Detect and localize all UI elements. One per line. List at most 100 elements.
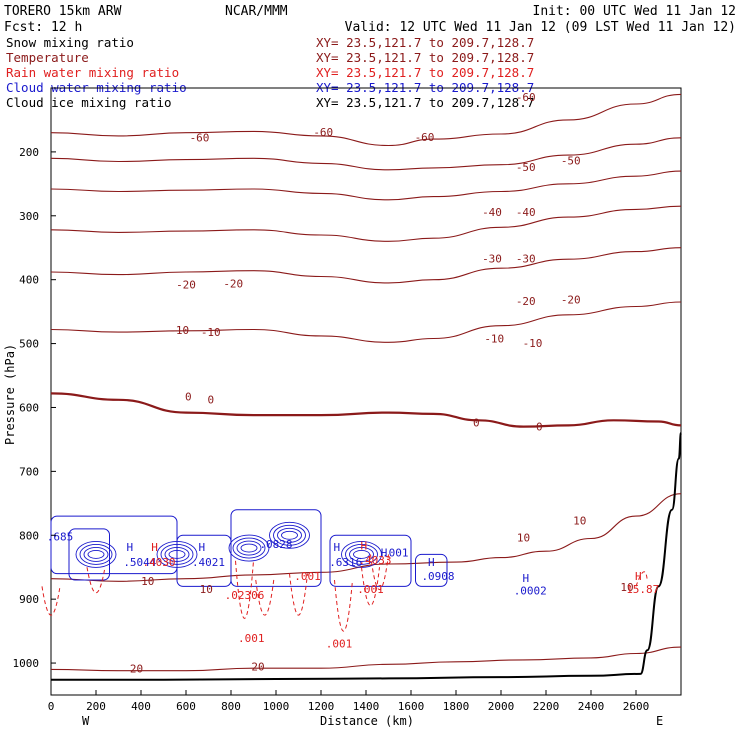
cloud-water-label: H	[428, 556, 435, 569]
x-tick-label: 600	[176, 700, 196, 713]
cloud-water-contour	[164, 546, 190, 562]
y-tick-label: 1000	[13, 657, 40, 670]
cloud-water-label: H	[381, 546, 388, 559]
rain-water-label: 15.87	[626, 583, 659, 596]
rain-water-contour	[235, 560, 254, 619]
isotherm-label: -40	[482, 206, 502, 219]
rain-water-label: .001	[357, 583, 384, 596]
isotherm-minus30	[50, 205, 682, 242]
x-tick-label: 1400	[353, 700, 380, 713]
rain-water-label: .4033	[358, 554, 391, 567]
y-tick-label: 800	[19, 529, 39, 542]
x-tick-label: 1000	[263, 700, 290, 713]
rain-water-label: H	[151, 541, 158, 554]
cloud-water-contour	[83, 546, 109, 562]
isotherm-label: -60	[516, 91, 536, 104]
valid-time: Valid: 12 UTC Wed 11 Jan 12 (09 LST Wed …	[345, 20, 736, 35]
axes: 0 200 400 600 800 1000 1200 1400 1600 1800 2000 220…	[13, 146, 650, 713]
cloud-water-contour	[277, 527, 302, 543]
y-tick-label: 600	[19, 401, 39, 414]
forecast-hour: Fcst: 12 h	[4, 20, 82, 35]
rain-water-contour	[334, 579, 353, 632]
isotherm-label: 0	[207, 394, 214, 407]
field-snow-xy: XY= 23.5,121.7 to 209.7,128.7	[316, 35, 534, 50]
x-tick-label: 200	[86, 700, 106, 713]
title-left: TORERO 15km ARW	[4, 4, 122, 19]
terrain-line	[50, 432, 682, 681]
cloud-water-contour	[87, 549, 105, 559]
rain-water-contour	[41, 586, 61, 616]
cloud-water-region	[329, 534, 412, 587]
isotherm-label: 10	[620, 581, 633, 594]
cloud-water-label: .5044	[123, 556, 156, 569]
cloud-water-contour	[228, 534, 270, 562]
rain-water-contour	[255, 579, 275, 616]
rain-water-label: .001	[294, 570, 321, 583]
x-tick-label: 0	[48, 700, 55, 713]
cloud-water-contour	[168, 549, 186, 559]
cloud-water-contour	[281, 530, 298, 540]
cloud-water-label: .0002	[514, 585, 547, 598]
y-tick-label: 500	[19, 338, 39, 351]
y-tick-label: 200	[19, 146, 39, 159]
cloud-water-contour	[273, 524, 306, 546]
isotherm-label: 20	[251, 661, 264, 674]
cloud-water-label: .6316	[329, 556, 362, 569]
x-tick-label: 2400	[578, 700, 605, 713]
east-label: E	[656, 714, 663, 728]
cloud-water-region	[230, 509, 322, 587]
isotherm-label: -20	[223, 277, 243, 290]
x-tick-label: 1800	[443, 700, 470, 713]
isotherm-10	[50, 493, 682, 582]
isotherm-minus50	[50, 137, 682, 171]
cloud-water-contour	[79, 543, 113, 565]
rain-water-label: H	[635, 570, 642, 583]
field-temperature-name: Temperature	[6, 50, 89, 65]
cloud-water-contour	[240, 543, 258, 553]
cloud-water-contour	[156, 540, 198, 568]
isotherm-label: 20	[130, 663, 143, 676]
isotherm-label: 10	[141, 575, 154, 588]
cloud-water-label: .001	[382, 546, 409, 559]
isotherm-label: -60	[190, 132, 210, 145]
temperature-isotherms	[50, 93, 682, 672]
rain-water-label: .001	[238, 632, 265, 645]
cloud-water-label: .0828	[259, 538, 292, 551]
rain-water-contour	[289, 573, 308, 616]
field-temperature-xy: XY= 23.5,121.7 to 209.7,128.7	[316, 50, 534, 65]
cloud-water-contour	[232, 537, 266, 559]
field-cloud-ice-name: Cloud ice mixing ratio	[6, 95, 172, 110]
x-tick-label: 1200	[308, 700, 335, 713]
isotherm-label: 0	[536, 420, 543, 433]
rain-water-contour	[361, 567, 380, 606]
cloud-water-contour	[75, 540, 117, 568]
isotherm-minus40	[50, 170, 682, 201]
isotherm-label: 10	[517, 532, 530, 545]
isotherm-label: -10	[169, 324, 189, 337]
isotherm-0	[50, 392, 682, 428]
isotherm-label: -40	[516, 206, 536, 219]
field-snow-name: Snow mixing ratio	[6, 35, 134, 50]
y-tick-label: 400	[19, 274, 39, 287]
isotherm-label: 10	[573, 514, 586, 527]
isotherm-label: 10	[200, 583, 213, 596]
isotherm-label: -50	[516, 161, 536, 174]
cloud-water-label: .0908	[421, 570, 454, 583]
isotherm-label: 0	[473, 417, 480, 430]
x-axis-label: Distance (km)	[320, 714, 414, 728]
field-rain-name: Rain water mixing ratio	[6, 65, 179, 80]
y-axis-label: Pressure (hPa)	[3, 344, 17, 445]
rain-water-contours	[41, 554, 648, 632]
isotherm-minus10	[50, 301, 682, 343]
x-tick-label: 1600	[398, 700, 425, 713]
isotherm-label: -20	[516, 295, 536, 308]
init-time: Init: 00 UTC Wed 11 Jan 12	[533, 4, 737, 19]
rain-water-contour	[86, 567, 106, 593]
rain-water-label: .4030	[142, 556, 175, 569]
isotherm-label: -30	[482, 252, 502, 265]
field-cloud-ice-xy: XY= 23.5,121.7 to 209.7,128.7	[316, 95, 534, 110]
terrain	[50, 432, 682, 681]
rain-water-label: H	[360, 539, 367, 552]
